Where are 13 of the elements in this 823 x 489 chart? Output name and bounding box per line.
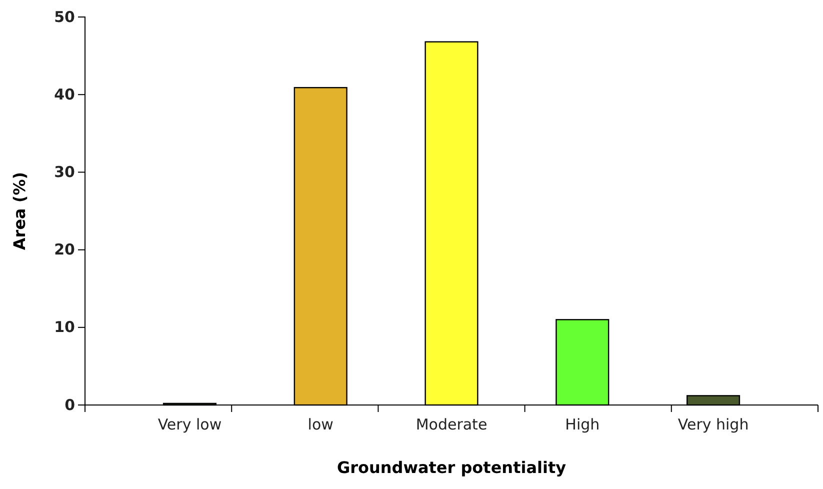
x-tick-label: Very low bbox=[158, 416, 222, 434]
y-tick-label: 20 bbox=[54, 240, 75, 259]
y-tick-label: 0 bbox=[64, 396, 75, 414]
x-tick-label: Moderate bbox=[416, 416, 488, 434]
x-tick-label: Very high bbox=[678, 416, 749, 434]
y-tick-label: 40 bbox=[54, 85, 75, 104]
x-axis-title: Groundwater potentiality bbox=[336, 458, 567, 477]
x-tick-label: High bbox=[565, 416, 600, 434]
x-tick-label: low bbox=[308, 416, 334, 434]
y-axis-title: Area (%) bbox=[10, 172, 29, 250]
y-tick-label: 50 bbox=[54, 8, 75, 26]
y-tick-label: 30 bbox=[54, 163, 75, 181]
y-tick-label: 10 bbox=[54, 318, 75, 336]
